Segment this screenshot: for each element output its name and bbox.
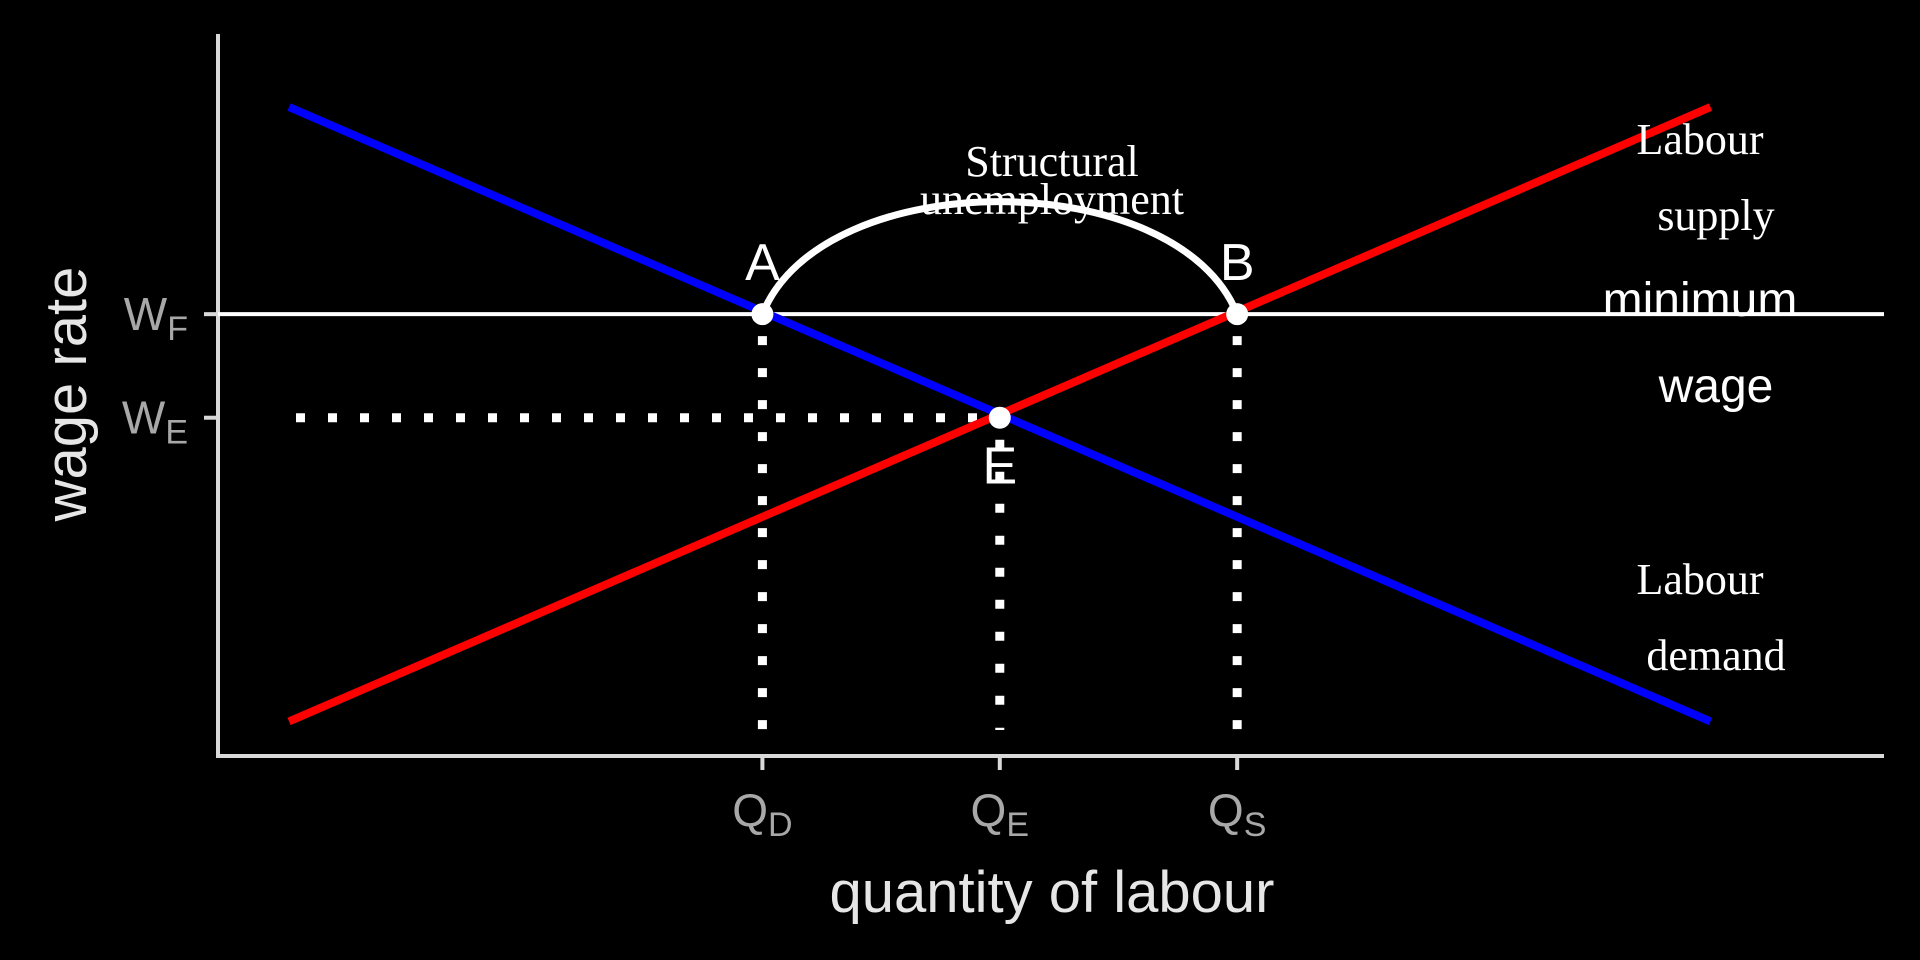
y-tick-label: WE [122,392,188,452]
point-label-e: E [982,438,1017,496]
point-b [1226,303,1249,326]
minimum-wage-label-2: wage [1658,360,1774,413]
y-tick-label: WF [124,288,188,348]
dotted-guides [296,336,1242,730]
x-ticks: QD QE QS [732,756,1266,844]
structural-unemployment-label-2: unemployment [920,175,1184,224]
point-label-b: B [1220,234,1255,292]
labour-supply-label-1: Labour [1636,115,1763,164]
point-label-a: A [745,234,780,292]
structural-unemployment-arc [759,198,1241,316]
labour-supply-label-2: supply [1657,191,1774,240]
intersection-points: A E B [745,234,1254,496]
y-axis-title: wage rate [34,267,99,523]
x-tick-label: QD [732,784,792,844]
labour-demand-label-2: demand [1646,631,1785,680]
labour-demand-label-1: Labour [1636,555,1763,604]
minimum-wage-label-1: minimum [1603,274,1798,327]
x-tick-label: QS [1208,784,1266,844]
structural-unemployment-label-1: Structural [965,137,1139,186]
y-ticks: WF WE [122,288,218,452]
point-a [751,303,774,326]
x-axis-title: quantity of labour [830,860,1275,925]
point-e [988,406,1011,429]
x-tick-label: QE [971,784,1029,844]
